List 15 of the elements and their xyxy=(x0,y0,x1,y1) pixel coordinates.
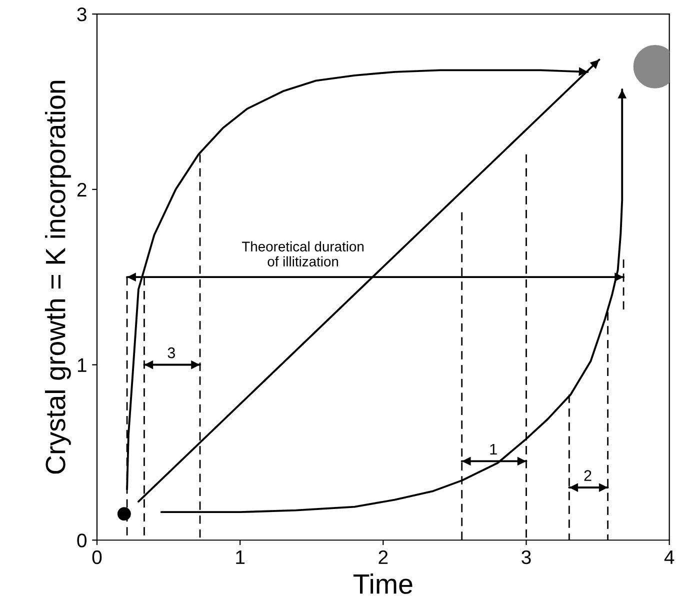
annotation: 2 xyxy=(584,470,592,481)
annotation: 1 xyxy=(490,444,497,455)
x-tick-label: 3 xyxy=(522,550,531,564)
annotation: Theoretical duration of illitization xyxy=(242,241,364,266)
x-axis-title: Time xyxy=(353,574,412,594)
x-tick-label: 2 xyxy=(378,550,388,564)
y-tick-label: 1 xyxy=(78,358,86,372)
x-tick-label: 0 xyxy=(92,550,102,564)
y-tick-label: 0 xyxy=(77,534,87,548)
x-tick-label: 1 xyxy=(236,550,245,564)
annotation: 3 xyxy=(168,347,175,358)
y-tick-label: 2 xyxy=(77,182,86,196)
y-tick-label: 3 xyxy=(77,8,86,22)
x-tick-label: 4 xyxy=(664,550,674,564)
y-axis-title: Crystal growth = K incorporation xyxy=(45,80,71,474)
